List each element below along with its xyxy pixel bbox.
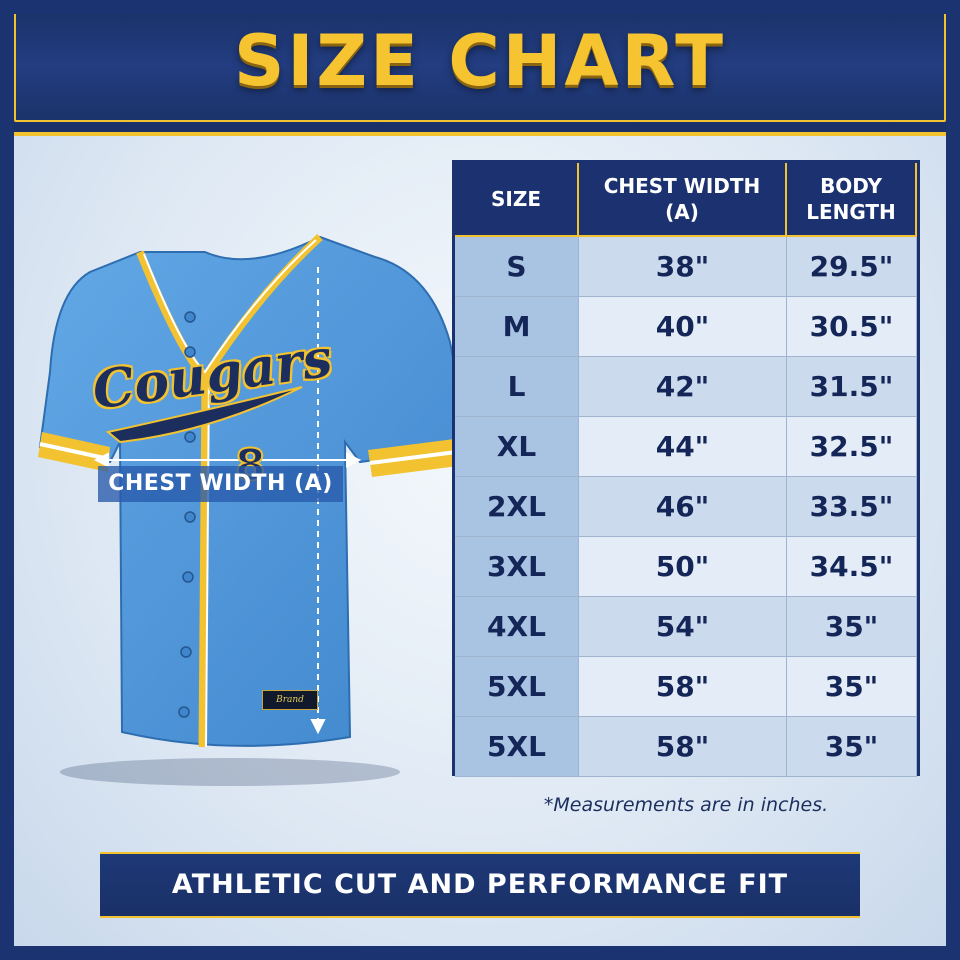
- body-length-cell: 35": [787, 717, 917, 777]
- jersey-brand-tag: Brand: [262, 690, 318, 710]
- jersey-shadow: [60, 758, 400, 786]
- size-cell: L: [455, 357, 579, 417]
- chest-width-cell: 46": [579, 477, 787, 537]
- size-table: SIZE CHEST WIDTH (A) BODY LENGTH S 38" 29.5"…: [452, 160, 920, 777]
- size-cell: 4XL: [455, 597, 579, 657]
- size-cell: 2XL: [455, 477, 579, 537]
- jersey-illustration: 8: [38, 234, 474, 786]
- body-length-arrow: [310, 267, 326, 735]
- size-cell: XL: [455, 417, 579, 477]
- placket-stripe: [198, 376, 209, 748]
- body-length-cell: 34.5": [787, 537, 917, 597]
- page-title: SIZE CHART: [233, 20, 727, 102]
- chest-width-cell: 40": [579, 297, 787, 357]
- measurement-note: *Measurements are in inches.: [543, 794, 829, 816]
- jersey-buttons: [178, 311, 196, 718]
- header-chest-width: CHEST WIDTH (A): [579, 163, 787, 237]
- wordmark-swoosh: [105, 386, 303, 444]
- body-length-cell: 31.5": [787, 357, 917, 417]
- body-length-cell: 33.5": [787, 477, 917, 537]
- chest-width-cell: 44": [579, 417, 787, 477]
- chest-width-cell: 54": [579, 597, 787, 657]
- chest-width-cell: 58": [579, 717, 787, 777]
- chest-width-label: CHEST WIDTH (A): [98, 466, 343, 502]
- body-length-cell: 29.5": [787, 237, 917, 297]
- chest-width-cell: 38": [579, 237, 787, 297]
- size-cell: M: [455, 297, 579, 357]
- size-cell: S: [455, 237, 579, 297]
- footer-banner: ATHLETIC CUT AND PERFORMANCE FIT: [100, 852, 860, 918]
- jersey-collar: [136, 234, 323, 384]
- size-cell: 5XL: [455, 717, 579, 777]
- body-length-cell: 35": [787, 657, 917, 717]
- chest-width-cell: 50": [579, 537, 787, 597]
- chest-width-cell: 42": [579, 357, 787, 417]
- header-size: SIZE: [455, 163, 579, 237]
- chest-width-arrow: [93, 452, 362, 468]
- header-banner: SIZE CHART: [0, 0, 960, 136]
- header-body-length: BODY LENGTH: [787, 163, 917, 237]
- chest-width-cell: 58": [579, 657, 787, 717]
- body-length-cell: 30.5": [787, 297, 917, 357]
- size-cell: 3XL: [455, 537, 579, 597]
- body-length-cell: 35": [787, 597, 917, 657]
- size-cell: 5XL: [455, 657, 579, 717]
- body-length-cell: 32.5": [787, 417, 917, 477]
